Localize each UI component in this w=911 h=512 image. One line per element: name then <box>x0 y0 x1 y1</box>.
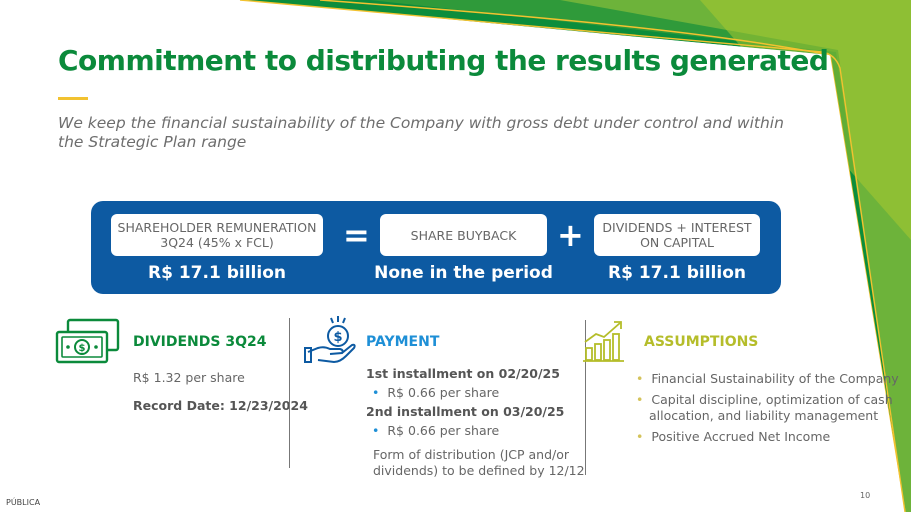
page-title: Commitment to distributing the results g… <box>58 44 829 77</box>
equals-sign: = <box>343 216 370 254</box>
page-subtitle: We keep the financial sustainability of … <box>58 114 784 151</box>
hand-coin-icon: $ <box>304 316 356 364</box>
assumptions-heading: ASSUMPTIONS <box>644 334 759 350</box>
remuneration-label-pill: SHAREHOLDER REMUNERATION 3Q24 (45% x FCL… <box>111 214 323 256</box>
growth-chart-icon <box>583 321 624 362</box>
distribution-form-line1: Form of distribution (JCP and/or <box>373 447 570 462</box>
remuneration-value: R$ 17.1 billion <box>148 263 286 283</box>
first-installment-value-item: • R$ 0.66 per share <box>372 385 500 400</box>
assumption-item-2: • Capital discipline, optimization of cas… <box>636 392 893 407</box>
assumption-item-2-text-line1: Capital discipline, optimization of cash <box>651 392 893 407</box>
payment-heading: PAYMENT <box>366 334 440 350</box>
dividends-label-line1: DIVIDENDS + INTEREST <box>602 220 752 235</box>
assumption-item-1: • Financial Sustainability of the Company <box>636 371 899 386</box>
money-bills-icon: $ <box>55 318 120 364</box>
plus-sign: + <box>557 216 584 254</box>
remuneration-banner: SHAREHOLDER REMUNERATION 3Q24 (45% x FCL… <box>91 201 781 294</box>
first-installment-value: R$ 0.66 per share <box>387 385 500 400</box>
dividends-value: R$ 17.1 billion <box>608 263 746 283</box>
dividends-label-line2: ON CAPITAL <box>640 235 714 250</box>
column-divider-1 <box>289 318 290 468</box>
classification-label: PÚBLICA <box>6 498 41 507</box>
dividends-per-share: R$ 1.32 per share <box>133 370 245 385</box>
buyback-value: None in the period <box>374 263 553 283</box>
first-installment: 1st installment on 02/20/25 <box>366 366 560 381</box>
remuneration-label-line1: SHAREHOLDER REMUNERATION <box>117 220 317 235</box>
buyback-label-pill: SHARE BUYBACK <box>380 214 547 256</box>
svg-text:$: $ <box>333 330 342 345</box>
remuneration-label-line2: 3Q24 (45% x FCL) <box>160 235 274 250</box>
record-date: Record Date: 12/23/2024 <box>133 398 308 413</box>
column-divider-2 <box>585 320 586 475</box>
second-installment-value-item: • R$ 0.66 per share <box>372 423 500 438</box>
distribution-form-line2: dividends) to be defined by 12/12 <box>373 463 585 478</box>
assumption-item-1-text: Financial Sustainability of the Company <box>651 371 899 386</box>
svg-text:$: $ <box>79 343 86 354</box>
title-underline <box>58 97 88 100</box>
assumption-item-3-text: Positive Accrued Net Income <box>651 429 831 444</box>
second-installment: 2nd installment on 03/20/25 <box>366 404 565 419</box>
dividends-heading: DIVIDENDS 3Q24 <box>133 334 267 350</box>
dividends-label-pill: DIVIDENDS + INTEREST ON CAPITAL <box>594 214 760 256</box>
page-number: 10 <box>860 491 871 500</box>
buyback-label: SHARE BUYBACK <box>410 227 517 243</box>
assumption-item-3: • Positive Accrued Net Income <box>636 429 831 444</box>
assumption-item-2-text-line2: allocation, and liability management <box>649 408 879 423</box>
second-installment-value: R$ 0.66 per share <box>387 423 500 438</box>
